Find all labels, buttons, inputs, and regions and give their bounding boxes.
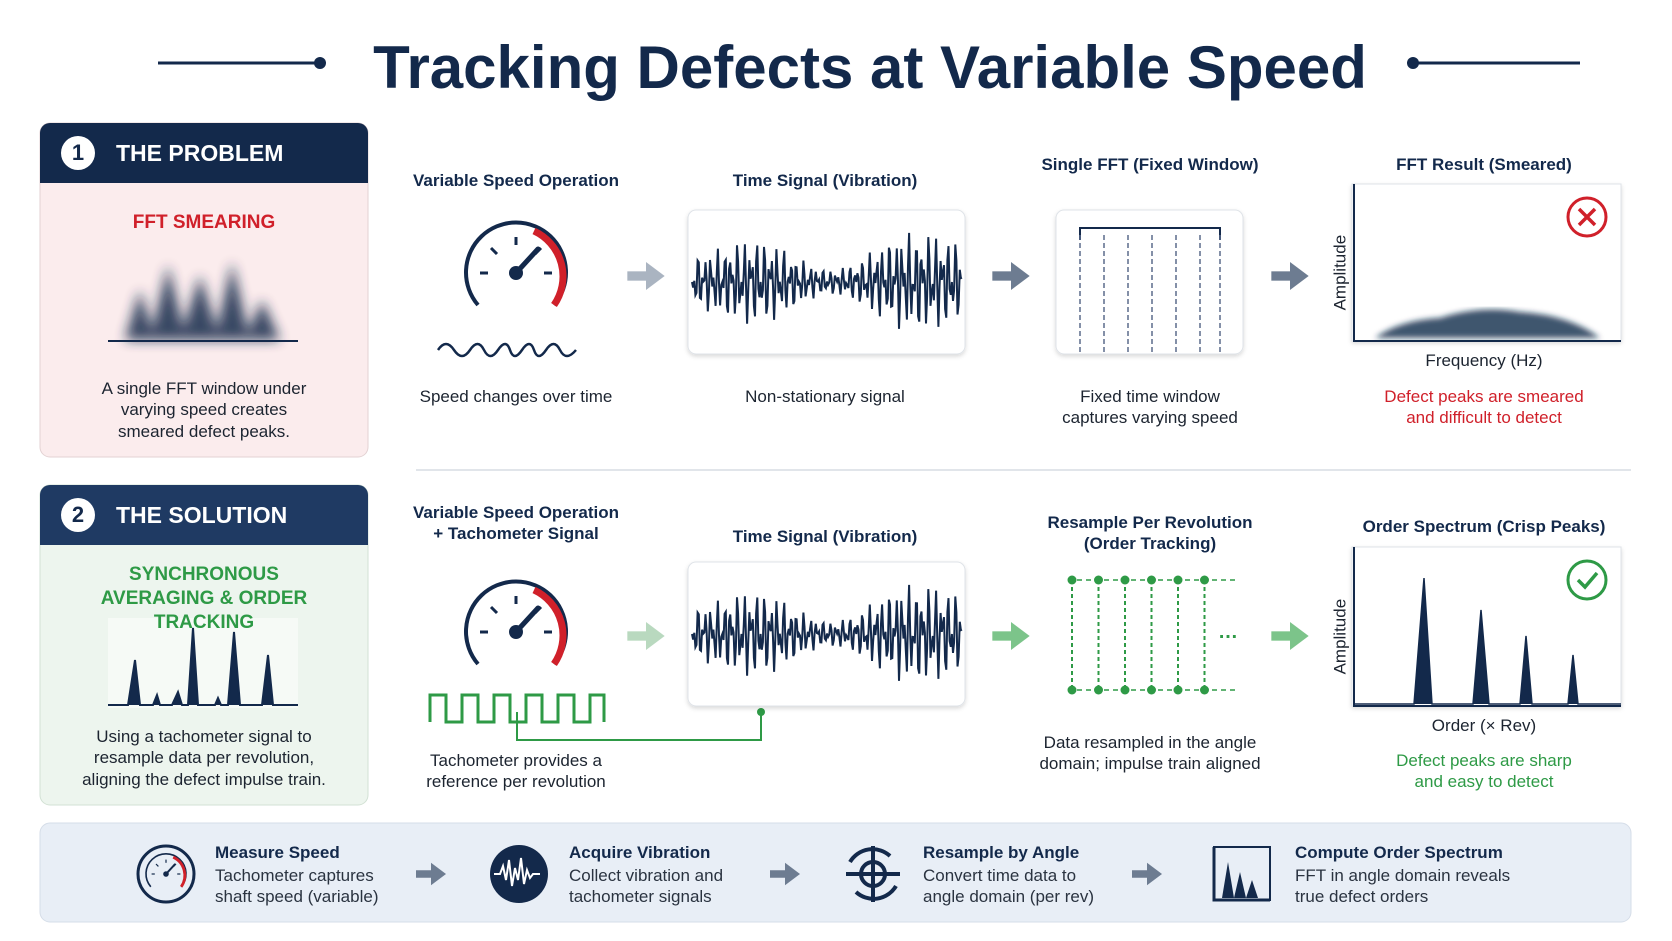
flow-arrow [1271,622,1309,650]
icon-gauge [136,844,196,904]
step-caption: Fixed time window captures varying speed [1062,387,1238,428]
icon-wave [494,857,540,887]
resample-dot [1067,685,1077,695]
step-caption: Speed changes over time [419,387,613,406]
problem-header [40,123,368,183]
y-axis-label: Amplitude [1330,598,1350,675]
panel-description: A single FFT window under varying speed … [101,379,307,441]
workflow-description: Convert time data to angle domain (per r… [923,866,1095,907]
tacho-link [516,712,762,741]
panel-heading: THE SOLUTION [116,502,288,528]
smeared-spectrum [1375,309,1600,338]
step-number: 1 [61,136,95,170]
solution-header [40,485,368,545]
panel-subtitle: SYNCHRONOUS AVERAGING & ORDER TRACKING [100,564,308,633]
resample-dot [1173,575,1183,585]
workflow-title: Acquire Vibration [569,843,711,862]
chart-axes [1353,547,1621,707]
speed-gauge [466,582,566,664]
resample-dot [1147,685,1156,695]
flow-arrow [627,622,665,650]
wave-path [691,232,963,329]
resample-dot [1094,575,1103,585]
step-title: Variable Speed Operation + Tachometer Si… [413,503,619,544]
resample-dot [1120,575,1130,585]
flow-arrow [1271,262,1309,290]
step-title: Time Signal (Vibration) [732,527,918,546]
icon-spectrum [1212,846,1271,902]
resample-dot [1200,575,1209,585]
step-caption: Defect peaks are smeared and difficult t… [1384,387,1584,428]
step-title: Variable Speed Operation [413,171,619,190]
step-title: Resample Per Revolution (Order Tracking) [1047,513,1253,554]
step-title: Single FFT (Fixed Window) [1041,155,1259,174]
vibration-wave [691,584,963,681]
workflow-title: Measure Speed [215,843,340,862]
page-title: Tracking Defects at Variable Speed [373,34,1367,101]
fail-cross [1577,207,1597,227]
step-title: Order Spectrum (Crisp Peaks) [1362,517,1606,536]
window-lines [1079,235,1221,352]
title-dot [1407,57,1419,69]
resample-grid: … [1067,575,1238,695]
crisp-peaks [108,627,298,706]
speed-gauge [466,223,566,305]
resample-dot [1094,685,1103,695]
resample-dot [1120,685,1130,695]
workflow-title: Resample by Angle [923,843,1080,862]
order-spectrum [1354,577,1621,705]
title-dot [314,57,326,69]
y-axis-label: Amplitude [1330,234,1350,311]
icon-resample [846,846,900,902]
wave-path [691,584,963,681]
workflow-description: Collect vibration and tachometer signals [569,866,724,907]
panel-description: Using a tachometer signal to resample da… [82,727,326,789]
chart-axes [1353,184,1621,342]
step-caption: Data resampled in the angle domain; impu… [1039,733,1261,774]
vibration-wave [691,232,963,329]
resample-dot [1147,575,1156,585]
smeared-peaks [125,262,280,340]
panel-heading: THE PROBLEM [116,140,284,166]
panel-subtitle: FFT SMEARING [132,212,276,233]
window-box [1055,209,1244,355]
speed-wave [436,342,577,358]
step-title: Time Signal (Vibration) [732,171,918,190]
resample-dot [1067,575,1077,585]
step-caption: Defect peaks are sharp and easy to detec… [1396,751,1572,792]
resample-dot [1173,685,1183,695]
resample-dot [1200,685,1209,695]
ellipsis: … [1218,621,1238,643]
step-number: 2 [61,498,95,532]
step-caption: Tachometer provides a reference per revo… [426,751,606,792]
pass-check [1576,571,1599,590]
workflow-description: FFT in angle domain reveals true defect … [1295,866,1511,907]
step-title: FFT Result (Smeared) [1396,155,1572,174]
workflow-description: Tachometer captures shaft speed (variabl… [215,866,379,907]
flow-arrow [992,622,1030,650]
x-axis-label: Frequency (Hz) [1425,351,1543,370]
window-bracket [1079,227,1221,240]
pass-icon [1566,559,1608,601]
flow-arrow [992,262,1030,290]
x-axis-label: Order (× Rev) [1431,716,1537,735]
tacho-dot [757,708,765,716]
workflow-title: Compute Order Spectrum [1295,843,1503,862]
flow-arrow [627,262,665,290]
step-caption: Non-stationary signal [745,387,905,406]
